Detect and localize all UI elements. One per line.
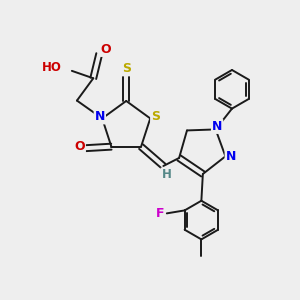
Text: H: H (161, 168, 171, 182)
Text: N: N (94, 110, 105, 123)
Text: S: S (151, 110, 160, 123)
Text: O: O (74, 140, 85, 153)
Text: O: O (100, 43, 111, 56)
Text: N: N (226, 150, 236, 163)
Text: S: S (122, 62, 131, 75)
Text: F: F (156, 207, 164, 220)
Text: HO: HO (42, 61, 62, 74)
Text: N: N (212, 120, 222, 133)
